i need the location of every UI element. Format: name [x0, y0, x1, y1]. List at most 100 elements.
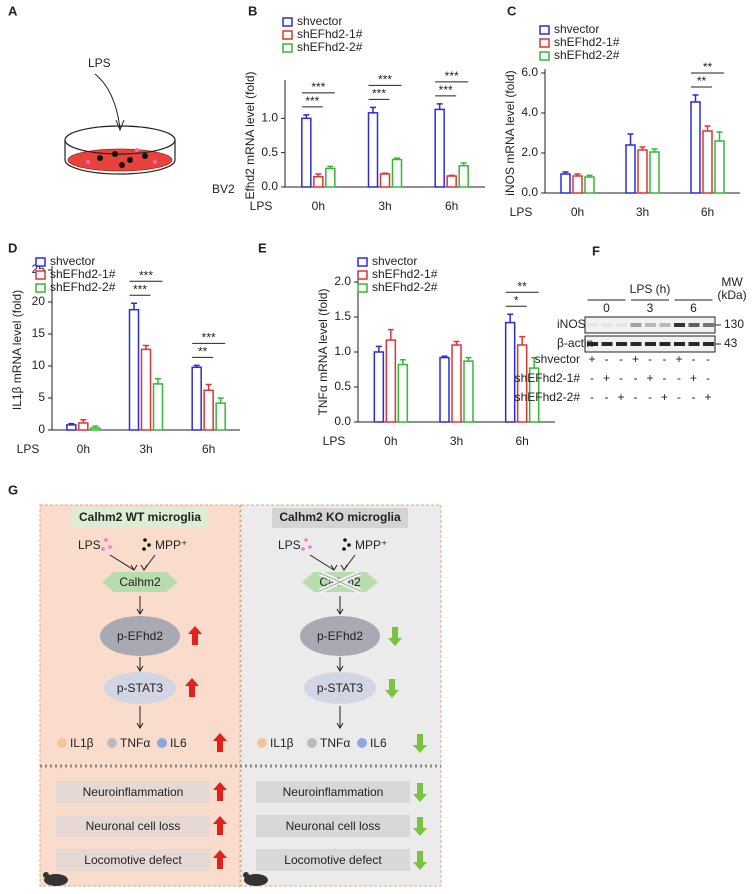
- trend-arrow: [413, 734, 427, 753]
- cytokine-dot: [157, 738, 167, 748]
- legend-label: shEFhd2-2#: [50, 280, 116, 294]
- error-bar: [436, 103, 443, 110]
- error-bar: [531, 356, 538, 369]
- dot: [101, 547, 105, 551]
- bar: [191, 366, 202, 431]
- y-tick-label: 1.0: [261, 111, 278, 125]
- legend-swatch: [357, 270, 368, 280]
- band-label: β-actin: [557, 336, 593, 350]
- mw-title: MW: [721, 275, 743, 289]
- error-bar: [370, 106, 376, 113]
- bar: [625, 144, 636, 194]
- dot: [108, 545, 112, 549]
- arrow: [140, 554, 156, 571]
- panel-letter: F: [592, 243, 600, 258]
- bar: [66, 424, 77, 431]
- error-bar: [303, 114, 310, 119]
- error-bar: [387, 328, 394, 341]
- x-tick-label: 6h: [701, 205, 714, 219]
- x-tick-label: 0h: [312, 199, 325, 213]
- legend-label: shEFhd2-2#: [554, 48, 620, 62]
- factor-node: [304, 672, 376, 704]
- error-bar: [143, 344, 149, 350]
- arrow: [336, 706, 344, 729]
- legend-swatch: [282, 43, 293, 53]
- significance-label: ***: [133, 282, 147, 296]
- lane-sign: -: [677, 390, 681, 404]
- cytokine-label: IL6: [370, 736, 387, 750]
- error-bar: [586, 174, 593, 177]
- legend-swatch: [35, 257, 46, 267]
- lane-sign: +: [588, 352, 595, 366]
- y-tick-label: 15: [32, 326, 46, 340]
- factor-label: p-STAT3: [117, 681, 164, 695]
- error-bar: [382, 172, 388, 175]
- panel-title-box: [272, 508, 408, 528]
- legend-swatch: [539, 25, 550, 35]
- legend-swatch: [282, 17, 293, 27]
- y-tick-label: 1.0: [334, 344, 351, 358]
- dot: [343, 538, 347, 542]
- lane-sign: -: [692, 390, 696, 404]
- bar: [385, 339, 397, 423]
- blot-band: [645, 323, 656, 327]
- lane-sign: +: [661, 390, 668, 404]
- lane-sign: -: [634, 390, 638, 404]
- error-bar: [465, 356, 472, 362]
- y-tick-label: 0.0: [261, 179, 278, 193]
- error-bar: [394, 157, 400, 160]
- condition-label: shvector: [535, 352, 580, 366]
- outcome-box: [56, 815, 210, 837]
- lane-sign: -: [663, 352, 667, 366]
- error-bar: [441, 355, 448, 358]
- y-tick-label: 0.0: [334, 414, 351, 428]
- cell-label: BV2: [212, 182, 235, 196]
- dot: [104, 538, 108, 542]
- blot-band: [630, 342, 642, 346]
- cytokine-dot: [307, 738, 317, 748]
- cytokine-label: IL1β: [270, 736, 294, 750]
- x-tick-label: 6h: [445, 199, 458, 213]
- legend-label: shvector: [554, 22, 599, 36]
- panel-letter: E: [258, 240, 267, 255]
- x-tick-label: 0h: [77, 442, 90, 456]
- trend-arrow: [413, 817, 427, 836]
- arrow: [136, 706, 144, 729]
- condition-label: shEFhd2-2#: [515, 390, 581, 404]
- x-tick-label: 6h: [515, 434, 528, 448]
- legend-swatch: [357, 257, 368, 267]
- kinase-node: [300, 616, 380, 656]
- y-tick-label: 0.0: [521, 185, 538, 199]
- arrow: [109, 554, 138, 571]
- knockout-cross: [319, 572, 361, 592]
- bar: [560, 173, 571, 194]
- blot-band: [688, 323, 700, 327]
- bar: [373, 351, 385, 423]
- significance-label: **: [517, 279, 527, 293]
- error-bar: [562, 171, 569, 174]
- bar: [637, 149, 648, 194]
- bar: [463, 360, 474, 423]
- error-bar: [193, 364, 200, 368]
- lane-sign: -: [634, 371, 638, 385]
- bar: [397, 363, 409, 423]
- bar: [379, 173, 391, 188]
- panel-letter: G: [8, 482, 18, 497]
- panel-letter: C: [507, 3, 517, 18]
- lane-sign: -: [619, 371, 623, 385]
- y-axis-title: Efhd2 mRNA level (fold): [243, 71, 257, 199]
- y-tick-label: 1.5: [334, 309, 351, 323]
- legend-label: shvector: [372, 254, 417, 268]
- stimulus: LPS: [78, 538, 101, 552]
- mouse-ear: [243, 872, 249, 878]
- legend-label: shEFhd2-1#: [50, 267, 116, 281]
- significance-label: ***: [378, 73, 392, 87]
- legend-swatch: [539, 38, 550, 48]
- blot-band: [601, 323, 613, 327]
- x-axis-title: LPS: [17, 442, 40, 456]
- error-bar: [399, 358, 406, 365]
- significance-label: **: [697, 74, 707, 88]
- bar: [504, 321, 516, 423]
- error-bar: [519, 335, 526, 345]
- error-bar: [453, 340, 460, 345]
